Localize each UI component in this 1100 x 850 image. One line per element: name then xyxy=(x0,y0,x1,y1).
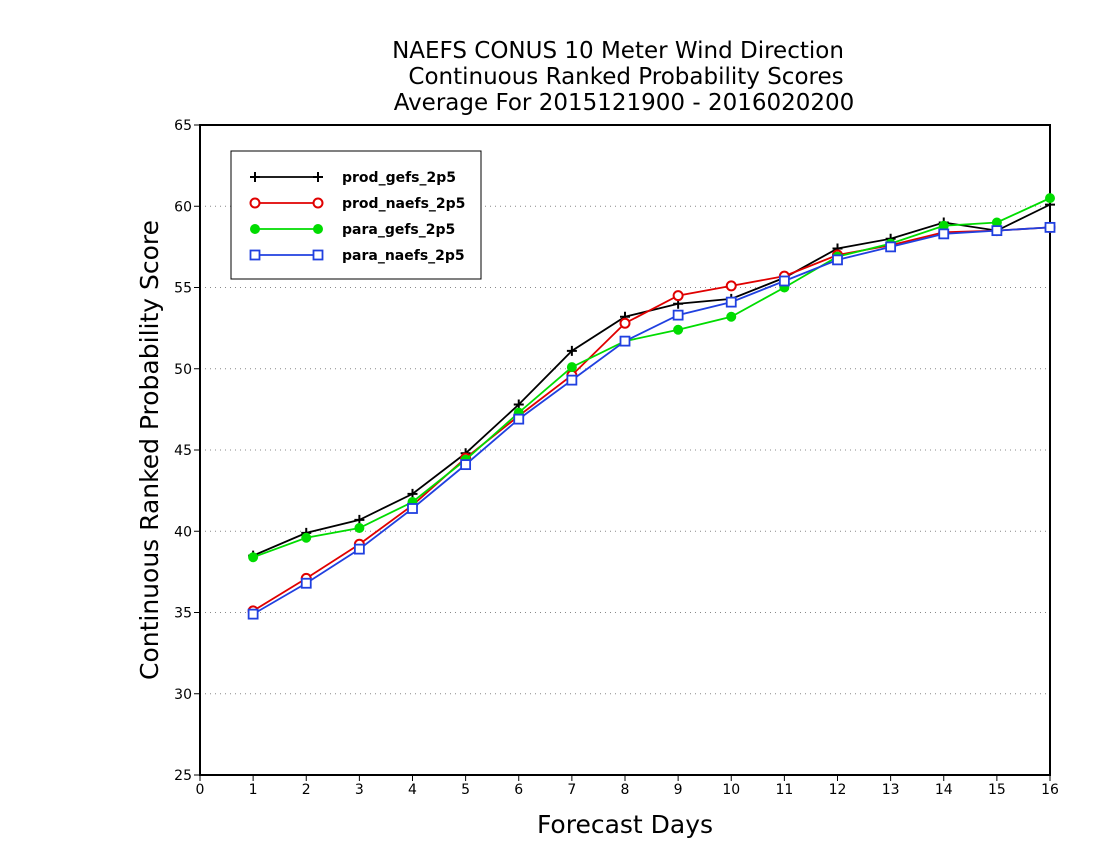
data-point xyxy=(566,374,578,386)
data-point xyxy=(248,552,259,563)
title-line-1: NAEFS CONUS 10 Meter Wind Direction xyxy=(392,38,844,64)
x-tick-label: 11 xyxy=(775,782,793,798)
legend-item-para_gefs_2p5: para_gefs_2p5 xyxy=(250,222,455,238)
data-point xyxy=(354,523,365,533)
legend-item-prod_gefs_2p5: prod_gefs_2p5 xyxy=(250,170,456,186)
series-group xyxy=(247,193,1056,620)
legend-marker xyxy=(312,197,324,209)
x-tick-label: 7 xyxy=(567,782,576,798)
data-point xyxy=(726,311,737,322)
x-tick-label: 13 xyxy=(882,782,900,798)
data-point xyxy=(672,290,684,302)
series-line-prod_naefs_2p5 xyxy=(252,226,1051,612)
x-tick-label: 12 xyxy=(829,782,847,798)
data-point xyxy=(566,362,577,373)
legend-marker xyxy=(313,224,323,234)
data-point xyxy=(566,345,577,356)
series-line-para_gefs_2p5 xyxy=(252,197,1051,559)
x-tick-label: 14 xyxy=(935,782,953,798)
legend-marker xyxy=(313,172,323,182)
series-para_naefs_2p5 xyxy=(247,221,1056,620)
data-point xyxy=(832,254,843,266)
legend-label: para_naefs_2p5 xyxy=(342,248,465,264)
x-tick-label: 2 xyxy=(302,782,311,798)
data-point xyxy=(460,459,472,471)
legend-marker xyxy=(250,224,260,234)
legend-marker xyxy=(249,197,261,209)
legend-item-prod_naefs_2p5: prod_naefs_2p5 xyxy=(249,196,465,212)
data-point xyxy=(619,317,631,329)
legend: prod_gefs_2p5 prod_naefs_2p5 para_gefs_2p5… xyxy=(230,150,482,280)
y-tick-label: 60 xyxy=(174,199,192,215)
grid xyxy=(200,205,1050,695)
chart-title: NAEFS CONUS 10 Meter Wind Direction Cont… xyxy=(392,38,854,116)
x-tick-label: 6 xyxy=(514,782,523,798)
legend-label: prod_naefs_2p5 xyxy=(342,196,465,212)
legend-marker xyxy=(250,172,260,182)
y-tick-label: 50 xyxy=(174,362,192,378)
legend-item-para_naefs_2p5: para_naefs_2p5 xyxy=(249,248,465,264)
x-tick-label: 5 xyxy=(461,782,470,798)
data-point xyxy=(725,280,737,292)
data-point xyxy=(672,309,684,321)
data-point xyxy=(938,228,950,240)
data-point xyxy=(725,296,737,308)
x-axis-title: Forecast Days xyxy=(537,810,713,839)
y-tick-label: 25 xyxy=(174,768,192,784)
title-line-2: Continuous Ranked Probability Scores xyxy=(408,64,843,90)
data-point xyxy=(247,608,259,620)
y-tick-label: 45 xyxy=(174,443,192,459)
data-point xyxy=(300,577,312,589)
data-point xyxy=(885,241,897,253)
legend-marker xyxy=(249,249,261,261)
x-tick-label: 1 xyxy=(249,782,258,798)
data-point xyxy=(778,275,790,287)
data-point xyxy=(619,335,631,347)
x-tick-label: 4 xyxy=(408,782,417,798)
data-point xyxy=(1045,193,1055,204)
y-tick-label: 35 xyxy=(174,606,192,622)
x-tick-label: 8 xyxy=(621,782,630,798)
legend-label: prod_gefs_2p5 xyxy=(342,170,456,186)
x-tick-label: 15 xyxy=(988,782,1006,798)
y-tick-label: 30 xyxy=(174,687,192,703)
data-point xyxy=(513,413,525,425)
y-tick-label: 65 xyxy=(174,118,192,134)
x-tick-label: 9 xyxy=(674,782,683,798)
x-tick-label: 0 xyxy=(196,782,205,798)
y-axis-title: Continuous Ranked Probability Score xyxy=(135,220,164,680)
y-tick-label: 40 xyxy=(174,524,192,540)
data-point xyxy=(1044,221,1056,233)
data-point xyxy=(673,324,684,335)
x-tick-label: 16 xyxy=(1041,782,1059,798)
data-point xyxy=(301,532,312,543)
legend-marker xyxy=(312,249,324,261)
legend-label: para_gefs_2p5 xyxy=(342,222,455,238)
x-tick-label: 3 xyxy=(355,782,364,798)
data-point xyxy=(407,503,418,514)
legend-box xyxy=(230,150,482,280)
title-line-3: Average For 2015121900 - 2016020200 xyxy=(394,90,855,116)
series-line-para_naefs_2p5 xyxy=(252,226,1051,615)
x-tick-label: 10 xyxy=(722,782,740,798)
y-tick-label: 55 xyxy=(174,281,192,297)
series-prod_naefs_2p5 xyxy=(247,221,1056,617)
data-point xyxy=(991,225,1003,237)
data-point xyxy=(353,543,365,555)
